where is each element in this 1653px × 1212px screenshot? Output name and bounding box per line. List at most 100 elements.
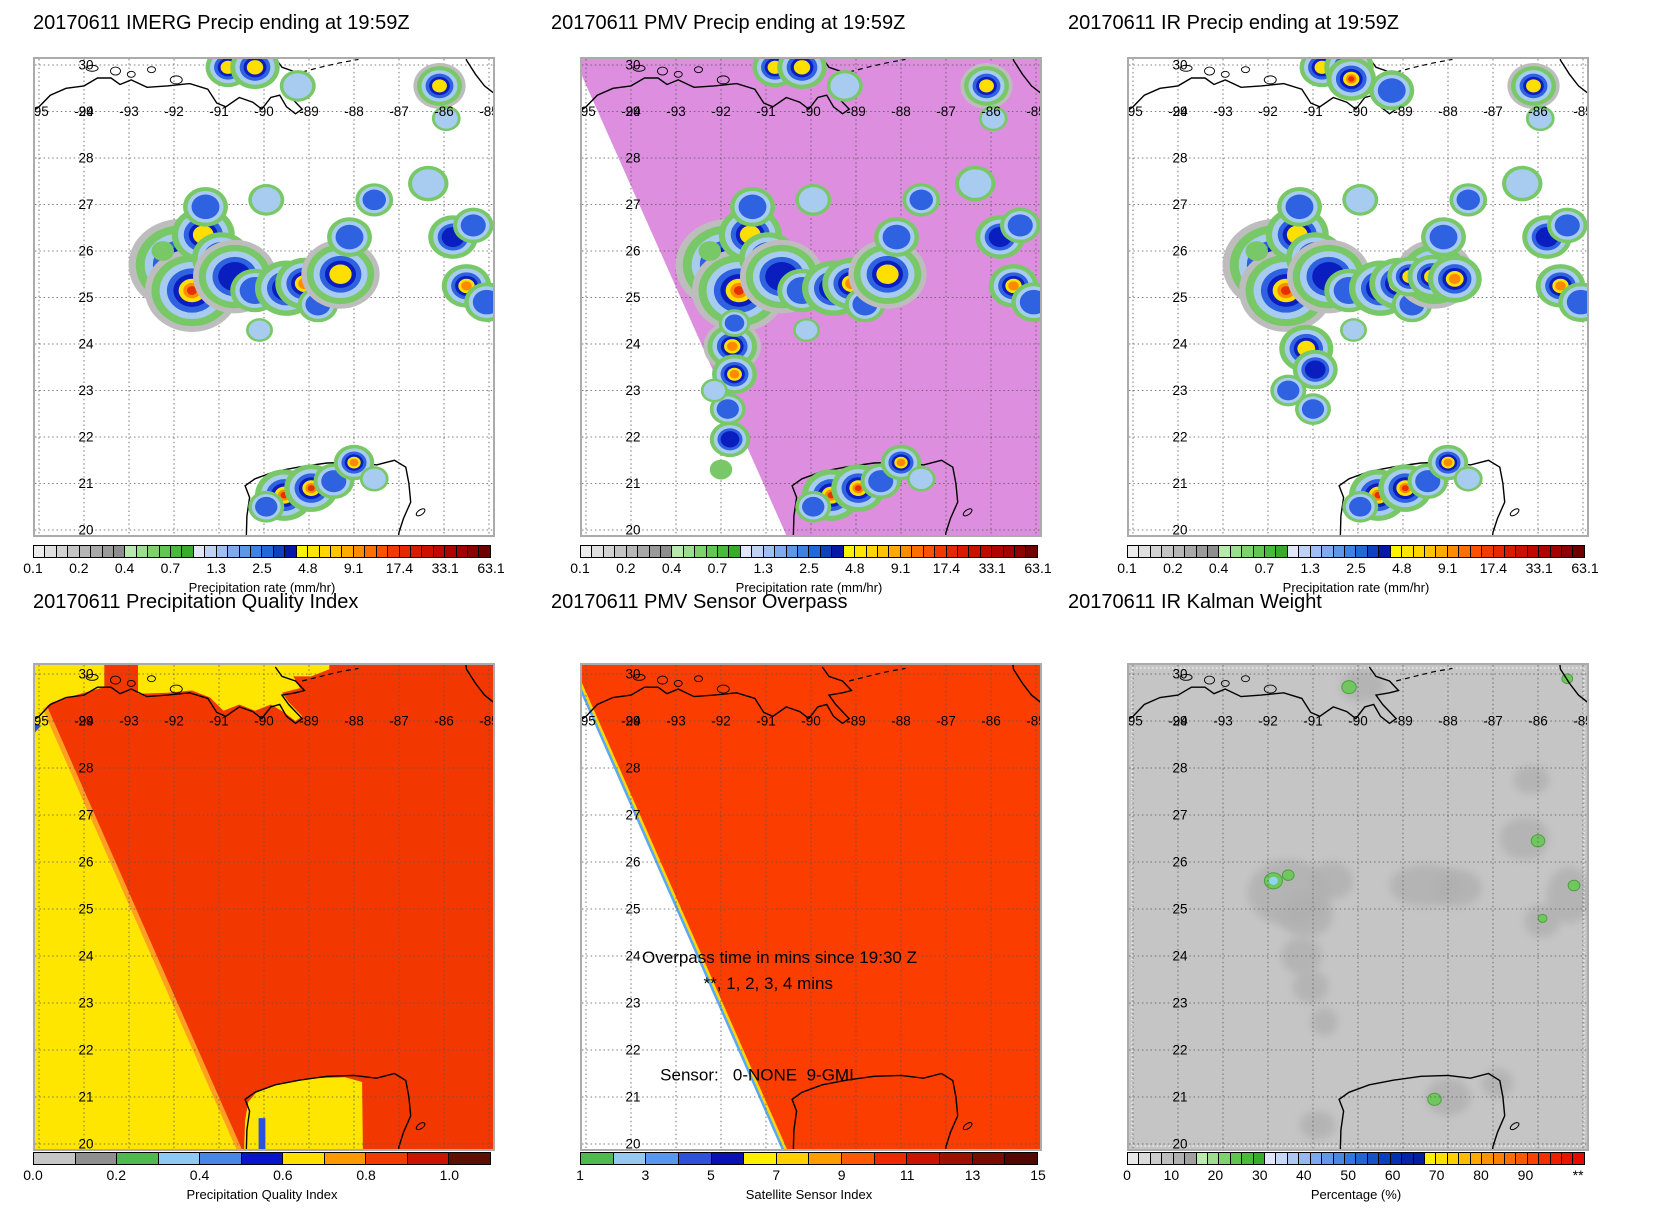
colorbar-cell: [1345, 546, 1357, 557]
colorbar-cell: [638, 546, 650, 557]
precip-cell: [874, 217, 919, 257]
colorbar-cell: [158, 1153, 201, 1164]
gulf-coastline: [35, 666, 306, 725]
lat-label: 28: [625, 761, 640, 776]
lat-label: 27: [1172, 808, 1187, 823]
lon-label: -90: [1348, 714, 1368, 729]
precip-cell: [793, 318, 820, 342]
colorbar-cell: [1230, 546, 1243, 557]
colorbar-tick-label: 0.7: [1254, 560, 1275, 576]
lon-label: -90: [254, 104, 274, 119]
colorbar-cell: [1003, 546, 1016, 557]
colorbar-pmv: [580, 545, 1038, 558]
qi-patch-land_west: [35, 665, 105, 714]
colorbar-cell: [646, 1153, 679, 1164]
map-panel-kalman: -95 -94 -93 -92 -91 -90 -89 -88 -87 -86 -85 30 29 28 2…: [1127, 663, 1589, 1151]
colorbar-cell: [1139, 546, 1151, 557]
colorbar-cell: [283, 1153, 325, 1164]
colorbar-cell: [1128, 546, 1140, 557]
colorbar-caption-imerg: Precipitation rate (mm/hr): [188, 580, 336, 595]
colorbar-cell: [1436, 1153, 1448, 1164]
precip-cell: [709, 393, 746, 425]
colorbar-cell: [422, 546, 434, 557]
colorbar-tick-label: 7: [772, 1167, 781, 1183]
colorbar-cell: [660, 546, 673, 557]
colorbar-tick-label: 2.5: [252, 560, 272, 576]
lon-label: -95: [580, 714, 596, 729]
colorbar-cell: [935, 546, 947, 557]
colorbar-tick-label: 15: [1030, 1167, 1046, 1183]
colorbar-cell: [1367, 1153, 1380, 1164]
colorbar-cell: [581, 546, 593, 557]
lon-label: -89: [846, 714, 866, 729]
lon-label: -89: [1393, 714, 1413, 729]
colorbar-cell: [1219, 546, 1231, 557]
lon-label: -85: [479, 104, 495, 119]
precip-cell: [1340, 318, 1367, 342]
colorbar-caption-qi: Precipitation Quality Index: [186, 1187, 338, 1202]
lon-label: -91: [756, 714, 776, 729]
lat-label: 25: [1172, 290, 1187, 305]
colorbar-cell: [980, 546, 993, 557]
colorbar-tick-label: 33.1: [431, 560, 459, 576]
colorbar-cell: [1150, 546, 1163, 557]
lat-label: 24: [1172, 949, 1188, 964]
coast-dashed-segment: [302, 59, 359, 73]
precip-cell: [151, 241, 174, 261]
colorbar-cell: [456, 546, 469, 557]
colorbar-cell: [1219, 1153, 1231, 1164]
lat-label: 27: [78, 197, 93, 212]
colorbar-cell: [1424, 1153, 1437, 1164]
colorbar-cell: [866, 546, 878, 557]
precip-cell: [848, 239, 927, 309]
colorbar-tick-label: 9.1: [890, 560, 911, 576]
precip-cell: [1000, 207, 1040, 244]
lon-label: -94: [74, 104, 94, 119]
colorbar-cell: [1402, 1153, 1414, 1164]
lat-label: 29: [625, 104, 640, 119]
map-panel-ir: -95 -94 -93 -92 -91 -90 -89 -88 -87 -86 -85 30 29 28 2…: [1127, 57, 1589, 537]
colorbar-cell: [407, 1153, 450, 1164]
colorbar-cell: [1345, 1153, 1357, 1164]
colorbar-cell: [1470, 546, 1483, 557]
precip-cell: [1421, 217, 1466, 257]
lat-label: 28: [1172, 151, 1187, 166]
colorbar-cell: [874, 1153, 908, 1164]
precip-cell: [1342, 184, 1379, 216]
colorbar-cell: [1550, 1153, 1563, 1164]
gulf-coastline: [1129, 666, 1400, 725]
colorbar-tick-label: 50: [1340, 1167, 1356, 1183]
colorbar-cell: [1287, 546, 1300, 557]
lat-label: 26: [625, 855, 640, 870]
colorbar-tick-label: 3: [641, 1167, 650, 1183]
colorbar-tick-label: 0.1: [570, 560, 590, 576]
lon-label: -95: [33, 104, 49, 119]
colorbar-overpass: [580, 1152, 1038, 1165]
colorbar-cell: [1493, 1153, 1505, 1164]
precip-cell: [431, 105, 461, 132]
lat-label: 20: [1172, 1137, 1187, 1152]
colorbar-cell: [775, 546, 787, 557]
colorbar-caption-pmv: Precipitation rate (mm/hr): [735, 580, 883, 595]
colorbar-cell: [1322, 1153, 1334, 1164]
lon-label: -87: [389, 104, 409, 119]
colorbar-cell: [1333, 1153, 1346, 1164]
panel-title-pmv: 20170611 PMV Precip ending at 19:59Z: [551, 12, 906, 34]
colorbar-cell: [809, 1153, 843, 1164]
lon-label: -90: [801, 104, 821, 119]
colorbar-cell: [946, 546, 958, 557]
colorbar-tick-label: 0.2: [616, 560, 636, 576]
map-plot-kalman: -95 -94 -93 -92 -91 -90 -89 -88 -87 -86 -85 30 29 28 2…: [1127, 663, 1589, 1151]
lat-label: 23: [78, 996, 93, 1011]
precip-cell: [902, 183, 941, 217]
precip-cell: [327, 217, 372, 257]
colorbar-cell: [319, 546, 331, 557]
colorbar-cell: [1573, 1153, 1584, 1164]
precip-cell: [700, 378, 728, 403]
precip-cell: [960, 62, 1013, 109]
colorbar-cell: [581, 1153, 614, 1164]
colorbar-tick-label: 0.2: [106, 1167, 126, 1183]
colorbar-cell: [678, 1153, 712, 1164]
precip-cell: [698, 241, 721, 261]
lat-label: 29: [1172, 714, 1187, 729]
